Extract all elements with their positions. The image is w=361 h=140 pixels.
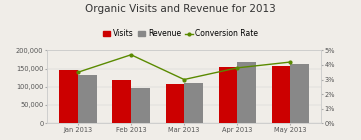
Text: Organic Visits and Revenue for 2013: Organic Visits and Revenue for 2013: [85, 4, 276, 14]
Bar: [78, 75, 96, 123]
Bar: [290, 64, 309, 123]
Bar: [237, 62, 256, 123]
Bar: [272, 66, 290, 123]
Bar: [219, 67, 237, 123]
Legend: Visits, Revenue, Conversion Rate: Visits, Revenue, Conversion Rate: [100, 26, 261, 41]
Bar: [184, 83, 203, 123]
Bar: [166, 84, 184, 123]
Bar: [60, 70, 78, 123]
Bar: [131, 88, 149, 123]
Bar: [113, 80, 131, 123]
